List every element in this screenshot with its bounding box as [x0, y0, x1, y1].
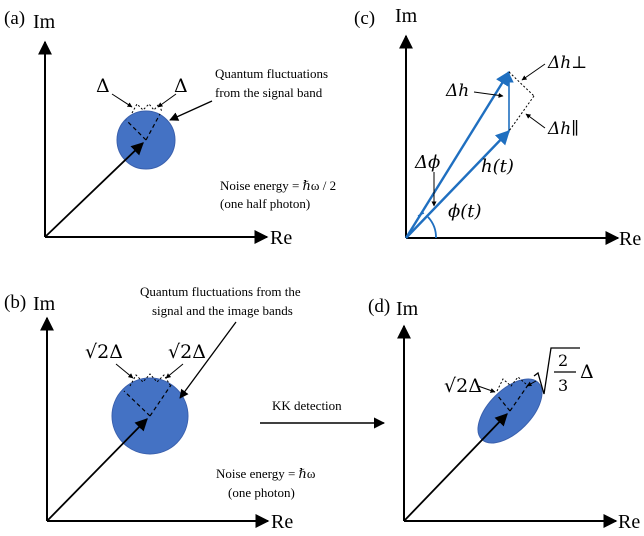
panel-a-axis-im: Im: [33, 11, 56, 33]
panel-a-delta-right-pointer: [157, 93, 177, 108]
panel-d: (d) Im Re √2Δ 2 3 Δ: [368, 296, 640, 533]
panel-b-tag: (b): [4, 292, 26, 313]
panel-d-frac-den: 3: [558, 376, 568, 395]
panel-b-energy-line1: Noise energy = ℏω: [216, 466, 316, 481]
panel-a-dashed-radius-right: [145, 113, 161, 141]
panel-d-delta-right-pointer: [526, 380, 537, 387]
panel-c-dh-pointer: [473, 91, 504, 98]
panel-c-dh-perp: Δh⊥: [547, 53, 587, 73]
panel-d-delta-left: √2Δ: [444, 375, 482, 397]
panel-a-tag: (a): [4, 8, 25, 29]
panel-a-delta-left: Δ: [96, 75, 110, 97]
panel-d-tag: (d): [368, 296, 390, 317]
panel-c-dh: Δh: [445, 81, 469, 101]
panel-a-note-line1: Quantum fluctuations: [215, 66, 328, 81]
panel-c: (c) Im Re Δh⊥ Δh Δh∥ Δϕ h(t) ϕ(t): [354, 5, 641, 250]
panel-a-signal-vector: [44, 142, 144, 238]
panel-b-delta-left-pointer: [115, 363, 134, 379]
panel-c-dh-par: Δh∥: [547, 119, 579, 139]
panel-c-ht: h(t): [481, 156, 514, 177]
panel-c-phit: ϕ(t): [448, 201, 482, 222]
panel-d-delta-tail: Δ: [580, 361, 594, 383]
panel-c-dphi: Δϕ: [414, 152, 440, 173]
panel-c-tag: (c): [354, 8, 375, 29]
panel-b-delta-left: √2Δ: [85, 341, 123, 363]
panel-b-energy-line2: (one photon): [228, 485, 295, 500]
panel-a-note-line2: from the signal band: [215, 85, 323, 100]
panel-b-dashed-radius-right: [149, 384, 172, 417]
panel-b-axis-re: Re: [271, 511, 293, 533]
panel-c-vector-h-plus-dh: [404, 70, 511, 239]
panel-d-dashed-radius-right: [509, 384, 529, 412]
panel-b-signal-vector: [46, 418, 148, 522]
kk-detection: KK detection: [260, 398, 386, 429]
panel-a-dashed-radius-left: [125, 119, 147, 141]
panel-c-dh-par-pointer: [525, 113, 546, 129]
panel-d-delta-left-pointer: [477, 385, 496, 393]
panel-c-angle-arc-dphi: [417, 212, 425, 217]
panel-b-note-line2: signal and the image bands: [152, 303, 293, 318]
panel-a-delta-left-pointer: [111, 93, 133, 108]
panel-c-dotted-par: [508, 95, 535, 132]
panel-b-delta-right: √2Δ: [168, 341, 206, 363]
panel-b-dashed-radius-left: [123, 390, 151, 417]
panel-b-delta-right-pointer: [165, 363, 184, 379]
kk-detection-label: KK detection: [272, 398, 342, 413]
panel-a-axis-re: Re: [270, 227, 292, 249]
panel-b-note-line1: Quantum fluctuations from the: [140, 284, 301, 299]
panel-b-axis-im: Im: [33, 293, 56, 315]
panel-a-energy-line2: (one half photon): [220, 196, 310, 211]
panel-c-dotted-perp: [508, 71, 535, 97]
panel-d-frac-num: 2: [558, 351, 568, 370]
panel-c-angle-arc-phi: [427, 216, 437, 239]
panel-d-delta-bracket: [496, 376, 527, 392]
panel-c-axis-im: Im: [395, 5, 418, 27]
panel-d-axis-im: Im: [396, 298, 419, 320]
panel-c-axis-re: Re: [619, 228, 641, 250]
panel-a-energy-line1: Noise energy = ℏω / 2: [220, 178, 336, 193]
panel-d-axis-re: Re: [618, 511, 640, 533]
panel-d-delta-right: 2 3 Δ: [533, 347, 594, 395]
panel-c-dh-perp-pointer: [521, 63, 546, 81]
panel-b: (b) Im Re √2Δ √2Δ Quantum fluctuations f…: [4, 284, 316, 533]
panel-b-delta-bracket: [129, 373, 171, 387]
panel-a-delta-right: Δ: [174, 75, 188, 97]
panel-b-note-pointer: [179, 321, 237, 399]
panel-a-note-pointer: [169, 100, 213, 121]
panel-d-dashed-radius-left: [496, 394, 511, 412]
panel-a: (a) Im Re Δ Δ Quantum fluctuations from …: [4, 8, 336, 249]
panel-d-sqrt-sign: [533, 347, 580, 395]
panel-c-vector-h: [405, 129, 510, 239]
panel-d-signal-vector: [403, 413, 508, 522]
